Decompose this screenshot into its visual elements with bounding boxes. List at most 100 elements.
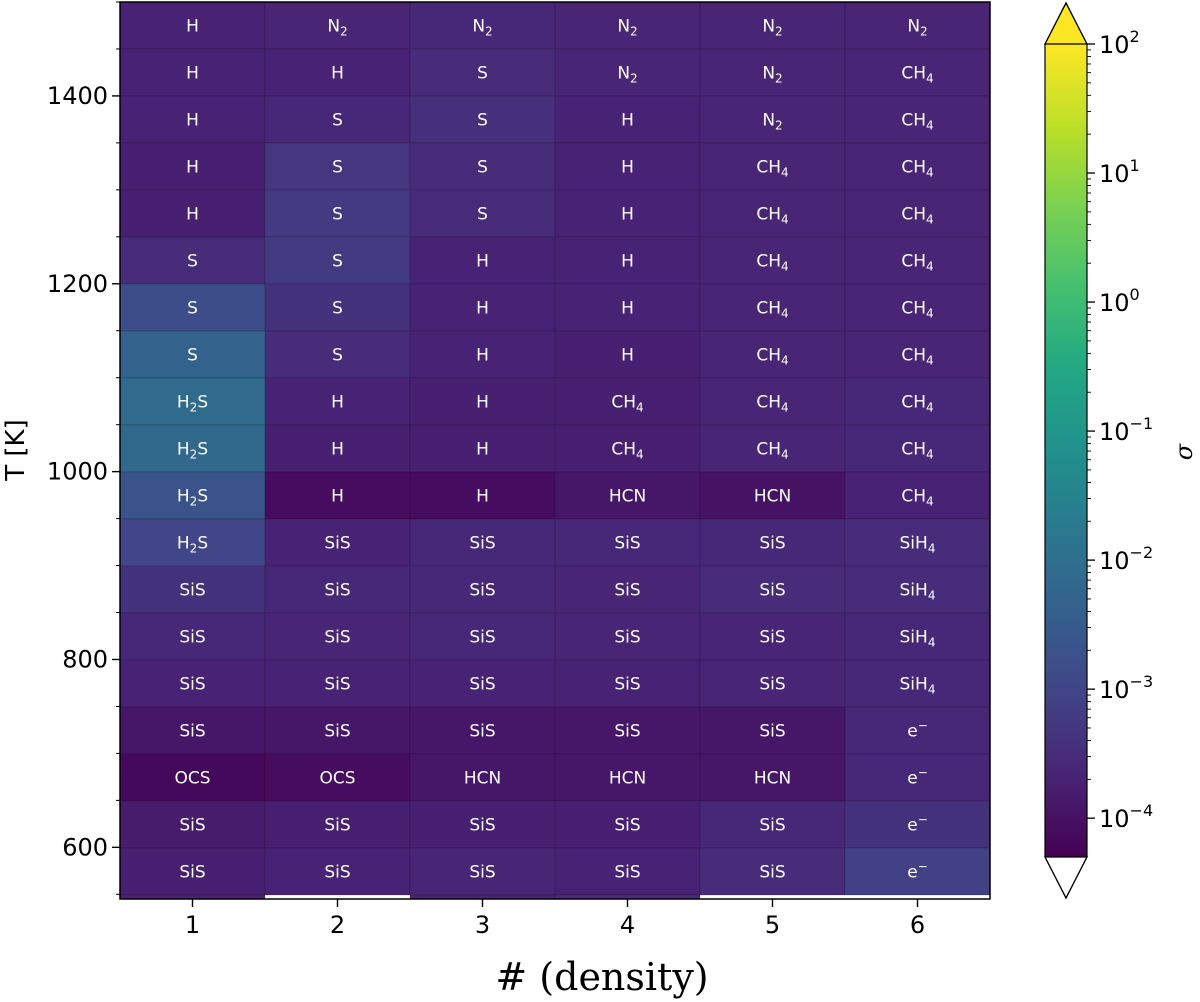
cell-label: SiS	[469, 534, 495, 554]
heatmap-cell	[699, 847, 846, 896]
heatmap-cell	[699, 95, 846, 144]
heatmap-cell	[119, 659, 266, 708]
cell-label: SiS	[759, 628, 785, 648]
heatmap-cell	[119, 142, 266, 191]
heatmap-cell	[409, 706, 556, 755]
cell-label: SiS	[324, 581, 350, 601]
heatmap-cell	[554, 424, 701, 473]
cell-label: H2S	[177, 440, 208, 462]
cell-label: SiS	[469, 722, 495, 742]
heatmap-cell	[409, 565, 556, 614]
cell-label: HCN	[754, 487, 791, 507]
heatmap-cell	[409, 612, 556, 661]
heatmap-cells	[119, 1, 991, 900]
heatmap-cell	[699, 189, 846, 238]
cell-label: H2S	[177, 487, 208, 509]
cell-label: N2	[472, 17, 492, 39]
cell-label: SiS	[469, 581, 495, 601]
colorbar-gradient	[1045, 44, 1087, 857]
heatmap-cell	[409, 236, 556, 285]
cell-label: SiS	[179, 675, 205, 695]
heatmap-cell	[409, 283, 556, 332]
cell-label: HCN	[754, 769, 791, 789]
cell-label: SiS	[614, 722, 640, 742]
heatmap-cell	[844, 377, 991, 426]
cell-label: SiS	[324, 628, 350, 648]
cell-label: H	[621, 158, 634, 178]
cell-label: CH4	[901, 346, 933, 368]
cell-label: S	[332, 346, 343, 366]
cell-label: S	[477, 205, 488, 225]
cell-label: SiS	[179, 581, 205, 601]
cell-label: H	[621, 111, 634, 131]
cell-label: SiS	[469, 816, 495, 836]
y-tick-label: 1400	[47, 82, 108, 110]
heatmap-cell	[699, 471, 846, 520]
heatmap-cell	[264, 471, 411, 520]
heatmap-cell	[119, 330, 266, 379]
heatmap-cell	[119, 48, 266, 97]
cell-label: S	[332, 299, 343, 319]
heatmap-cell	[554, 753, 701, 802]
cell-label: S	[477, 111, 488, 131]
heatmap-cell	[554, 142, 701, 191]
cell-label: H	[621, 346, 634, 366]
cell-label: HCN	[609, 769, 646, 789]
heatmap-cell	[409, 471, 556, 520]
heatmap-cell	[409, 330, 556, 379]
heatmap-cell	[119, 518, 266, 567]
y-tick-label: 1000	[47, 458, 108, 486]
x-axis-label: # (density)	[495, 955, 708, 999]
cell-label: SiS	[614, 581, 640, 601]
heatmap-cell	[264, 706, 411, 755]
x-tick-label: 6	[910, 911, 925, 939]
heatmap-cell	[699, 142, 846, 191]
cell-labels: H N2 N2 N2 N2 N2 H H S N2 N2 CH4 H S S H N2 CH4 H S S H CH4 CH4…	[174, 17, 935, 883]
cell-label: SiS	[179, 628, 205, 648]
heatmap-cell	[119, 424, 266, 473]
heatmap-cell	[844, 659, 991, 708]
cell-label: N2	[762, 111, 782, 133]
cell-label: SiH4	[900, 534, 936, 556]
heatmap-cell	[409, 659, 556, 708]
cell-label: H	[186, 158, 199, 178]
heatmap-cell	[554, 471, 701, 520]
heatmap-cell	[119, 95, 266, 144]
cell-label: H	[621, 205, 634, 225]
cell-label: HCN	[609, 487, 646, 507]
heatmap-cell	[409, 518, 556, 567]
cell-label: OCS	[174, 769, 210, 789]
cell-label: SiS	[324, 675, 350, 695]
heatmap-cell	[264, 565, 411, 614]
cell-label: CH4	[611, 393, 643, 415]
heatmap-cell	[264, 377, 411, 426]
colorbar-tick-label: 100	[1099, 285, 1140, 317]
heatmap-cell	[554, 1, 701, 50]
cell-label: H	[186, 205, 199, 225]
heatmap-cell	[409, 1, 556, 50]
cell-label: e−	[907, 719, 928, 742]
colorbar-tick-label: 101	[1099, 156, 1140, 188]
heatmap-cell	[554, 612, 701, 661]
heatmap-cell	[699, 283, 846, 332]
cell-label: CH4	[901, 111, 933, 133]
heatmap-cell	[409, 48, 556, 97]
heatmap-cell	[699, 800, 846, 849]
colorbar-outline	[1044, 1, 1088, 900]
heatmap-cell	[844, 48, 991, 97]
cell-label: SiS	[469, 863, 495, 883]
cell-label: H2S	[177, 534, 208, 556]
heatmap-cell	[119, 612, 266, 661]
y-tick-label: 1200	[47, 270, 108, 298]
heatmap-cell	[844, 142, 991, 191]
x-tick-label: 2	[330, 911, 345, 939]
heatmap-cell	[844, 236, 991, 285]
cell-label: SiS	[179, 722, 205, 742]
heatmap-cell	[699, 753, 846, 802]
cell-label: SiS	[759, 722, 785, 742]
heatmap-cell	[264, 283, 411, 332]
cell-label: S	[477, 158, 488, 178]
cell-label: H	[186, 111, 199, 131]
heatmap-cell	[699, 565, 846, 614]
